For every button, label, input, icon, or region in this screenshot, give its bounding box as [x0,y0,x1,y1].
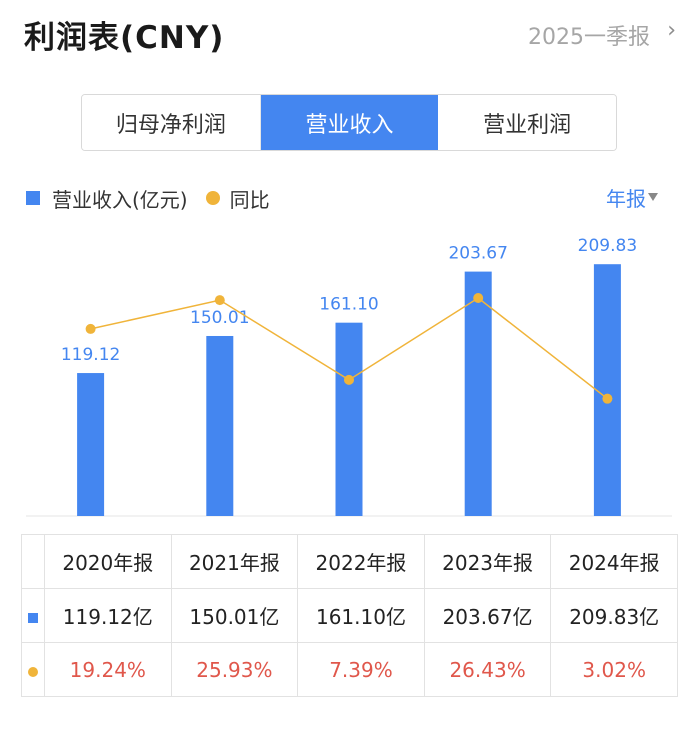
table-header-cell: 2022年报 [297,534,425,589]
table-cell: 203.67亿 [423,588,552,643]
table-cell: 119.12亿 [44,588,172,643]
tab-net-profit[interactable]: 归母净利润 [82,95,260,150]
table-row-revenue: 119.12亿 150.01亿 161.10亿 203.67亿 209.83亿 [21,588,678,643]
legend-line-label: 同比 [229,187,270,212]
metric-tabs: 归母净利润 营业收入 营业利润 [81,94,617,151]
table-cell: 209.83亿 [550,588,678,643]
page-title: 利润表(CNY) [24,20,225,56]
legend-line-swatch [205,191,220,205]
bar-value-label: 150.01 [190,308,249,328]
table-cell: 25.93% [170,642,299,697]
dropdown-arrow-icon[interactable] [648,193,658,201]
bar-value-label: 203.67 [448,244,507,264]
bar-value-label: 161.10 [319,295,378,315]
chevron-right-icon[interactable]: › [667,18,676,43]
table-cell: 3.02% [550,642,678,697]
revenue-chart: 119.12 150.01 161.10 203.67 209.83 [26,236,672,517]
table-header-cell: 2021年报 [170,534,299,589]
table-header-cell: 2024年报 [550,534,678,589]
revenue-bar [593,264,621,516]
yoy-point [473,293,484,303]
table-header-cell: 2020年报 [44,534,172,589]
revenue-bar [335,322,363,516]
table-cell: 19.24% [44,642,172,697]
yoy-point [344,374,354,385]
bar-value-label: 209.83 [578,236,637,256]
revenue-marker-icon [28,612,38,623]
revenue-bar [206,335,234,516]
bar-value-label: 119.12 [61,345,120,365]
annual-report-dropdown[interactable]: 年报 [606,187,646,211]
revenue-bar [77,373,105,516]
legend-bar-label: 营业收入(亿元) [52,187,188,212]
table-cell: 26.43% [423,642,552,697]
yoy-marker-icon [28,666,38,677]
table-cell: 161.10亿 [297,588,425,643]
header: 利润表(CNY) 2025一季报 › [0,0,700,70]
yoy-point [85,323,96,334]
table-row-yoy: 19.24% 25.93% 7.39% 26.43% 3.02% [21,642,678,697]
revenue-bar [464,271,492,516]
table-header-row: 2020年报 2021年报 2022年报 2023年报 2024年报 [21,534,678,589]
yoy-point [214,295,225,306]
legend-bar-swatch [26,191,40,205]
table-cell: 150.01亿 [170,588,299,643]
period-selector[interactable]: 2025一季报 [528,25,650,50]
tab-operating-profit[interactable]: 营业利润 [438,95,616,150]
table-header-cell: 2023年报 [423,534,552,589]
data-table: 2020年报 2021年报 2022年报 2023年报 2024年报 119.1… [21,534,678,697]
table-cell: 7.39% [297,642,425,697]
tab-revenue[interactable]: 营业收入 [259,95,439,150]
chart-legend: 营业收入(亿元) 同比 [26,183,270,213]
yoy-point [602,393,613,404]
